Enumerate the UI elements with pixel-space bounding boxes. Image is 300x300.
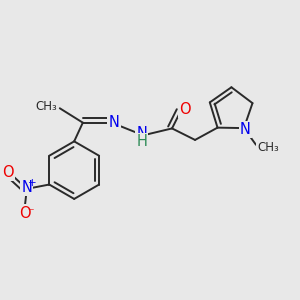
Text: CH₃: CH₃ xyxy=(35,100,57,113)
Text: O: O xyxy=(3,165,14,180)
Text: H: H xyxy=(136,134,147,149)
Text: N: N xyxy=(21,180,32,195)
Text: ⁻: ⁻ xyxy=(28,206,34,219)
Text: +: + xyxy=(28,178,36,188)
Text: O: O xyxy=(19,206,30,220)
Text: N: N xyxy=(136,126,147,141)
Text: N: N xyxy=(240,122,251,137)
Text: O: O xyxy=(179,102,191,117)
Text: N: N xyxy=(109,115,119,130)
Text: CH₃: CH₃ xyxy=(257,141,279,154)
